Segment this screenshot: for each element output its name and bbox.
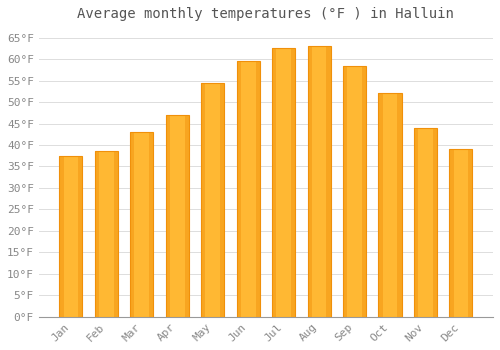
- Bar: [450, 149, 454, 317]
- Bar: [95, 152, 99, 317]
- Bar: [291, 48, 295, 317]
- Bar: [95, 152, 118, 317]
- Bar: [433, 128, 437, 317]
- Bar: [184, 115, 189, 317]
- Bar: [326, 46, 330, 317]
- Bar: [343, 65, 366, 317]
- Bar: [201, 83, 224, 317]
- Bar: [362, 65, 366, 317]
- Bar: [378, 93, 402, 317]
- Bar: [149, 132, 154, 317]
- Bar: [201, 83, 205, 317]
- Bar: [60, 156, 64, 317]
- Bar: [343, 65, 347, 317]
- Bar: [220, 83, 224, 317]
- Bar: [236, 61, 241, 317]
- Bar: [166, 115, 170, 317]
- Bar: [130, 132, 134, 317]
- Bar: [272, 48, 295, 317]
- Bar: [414, 128, 437, 317]
- Title: Average monthly temperatures (°F ) in Halluin: Average monthly temperatures (°F ) in Ha…: [78, 7, 454, 21]
- Bar: [166, 115, 189, 317]
- Bar: [256, 61, 260, 317]
- Bar: [60, 156, 82, 317]
- Bar: [468, 149, 472, 317]
- Bar: [272, 48, 276, 317]
- Bar: [450, 149, 472, 317]
- Bar: [114, 152, 118, 317]
- Bar: [78, 156, 82, 317]
- Bar: [236, 61, 260, 317]
- Bar: [130, 132, 154, 317]
- Bar: [308, 46, 330, 317]
- Bar: [398, 93, 402, 317]
- Bar: [414, 128, 418, 317]
- Bar: [308, 46, 312, 317]
- Bar: [378, 93, 382, 317]
